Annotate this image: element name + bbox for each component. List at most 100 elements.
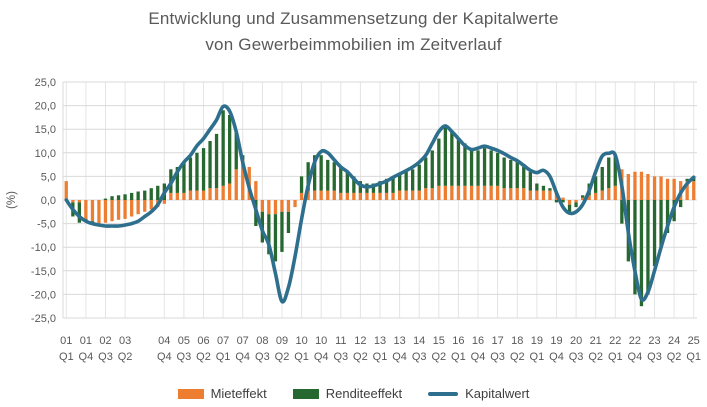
bar-renditeeffekt xyxy=(620,200,624,224)
bar-mieteffekt xyxy=(404,190,408,200)
x-tick-quarter-label: Q1 xyxy=(451,351,466,363)
x-tick-year-label: 04 xyxy=(158,335,170,347)
x-tick-year-label: 24 xyxy=(668,335,680,347)
bar-mieteffekt xyxy=(548,190,552,200)
bar-mieteffekt xyxy=(332,190,336,200)
y-tick-label: 5,0 xyxy=(41,171,56,183)
x-tick-quarter-label: Q2 xyxy=(118,351,133,363)
bar-mieteffekt xyxy=(280,200,284,212)
x-tick-quarter-label: Q3 xyxy=(98,351,113,363)
x-tick-year-label: 19 xyxy=(550,335,562,347)
bar-mieteffekt xyxy=(77,200,81,203)
bar-mieteffekt xyxy=(208,188,212,200)
bar-mieteffekt xyxy=(352,192,356,200)
bar-mieteffekt xyxy=(411,190,415,200)
x-tick-year-label: 10 xyxy=(295,335,307,347)
bar-renditeeffekt xyxy=(319,155,323,191)
bar-renditeeffekt xyxy=(143,190,147,200)
chart-title: Entwicklung und Zusammensetzung der Kapi… xyxy=(0,6,707,59)
bar-renditeeffekt xyxy=(201,148,206,191)
bar-mieteffekt xyxy=(417,190,421,200)
x-tick-year-label: 20 xyxy=(570,335,582,347)
bar-renditeeffekt xyxy=(175,167,179,193)
bar-mieteffekt xyxy=(587,195,591,200)
bar-mieteffekt xyxy=(581,197,585,200)
bar-renditeeffekt xyxy=(417,164,421,191)
legend-swatch-mieteffekt-icon xyxy=(177,388,204,399)
bar-mieteffekt xyxy=(182,192,186,200)
bar-mieteffekt xyxy=(214,188,219,200)
bar-mieteffekt xyxy=(639,171,644,200)
y-axis-title: (%) xyxy=(6,191,18,209)
chart-title-line2: von Gewerbeimmobilien im Zeitverlauf xyxy=(205,35,502,55)
x-tick-year-label: 16 xyxy=(472,335,484,347)
bar-mieteffekt xyxy=(496,185,500,200)
bar-renditeeffekt xyxy=(378,181,382,193)
x-tick-year-label: 22 xyxy=(609,335,621,347)
x-tick-quarter-label: Q3 xyxy=(333,351,348,363)
bar-mieteffekt xyxy=(84,200,88,219)
bar-mieteffekt xyxy=(594,192,598,200)
bar-mieteffekt xyxy=(443,185,447,200)
bar-mieteffekt xyxy=(456,185,461,200)
x-tick-year-label: 09 xyxy=(276,335,288,347)
bar-renditeeffekt xyxy=(574,202,578,208)
y-tick-label: -10,0 xyxy=(31,242,56,254)
x-tick-quarter-label: Q4 xyxy=(471,351,486,363)
y-tick-label: -15,0 xyxy=(31,266,56,278)
x-tick-quarter-label: Q1 xyxy=(608,351,623,363)
bar-mieteffekt xyxy=(143,200,147,212)
bar-renditeeffekt xyxy=(149,188,153,200)
bar-mieteffekt xyxy=(293,200,297,208)
bar-mieteffekt xyxy=(692,181,696,200)
bar-mieteffekt xyxy=(613,185,617,200)
x-tick-year-label: 05 xyxy=(178,335,190,347)
bar-mieteffekt xyxy=(535,190,539,200)
x-tick-quarter-label: Q3 xyxy=(569,351,584,363)
x-tick-year-label: 14 xyxy=(413,335,425,347)
bar-renditeeffekt xyxy=(77,202,81,223)
bar-renditeeffekt xyxy=(306,162,310,191)
bar-renditeeffekt xyxy=(476,150,480,186)
bar-mieteffekt xyxy=(424,188,428,200)
bar-renditeeffekt xyxy=(659,200,663,248)
bar-mieteffekt xyxy=(567,200,572,205)
bar-renditeeffekt xyxy=(482,148,487,186)
bar-renditeeffekt xyxy=(182,162,186,193)
bar-renditeeffekt xyxy=(228,115,232,184)
bar-mieteffekt xyxy=(64,181,68,200)
bar-renditeeffekt xyxy=(116,195,121,200)
bar-renditeeffekt xyxy=(469,148,474,186)
bar-renditeeffekt xyxy=(352,176,356,193)
bar-renditeeffekt xyxy=(326,159,330,191)
x-tick-quarter-label: Q1 xyxy=(59,351,74,363)
bar-renditeeffekt xyxy=(509,159,513,189)
x-tick-year-label: 06 xyxy=(197,335,209,347)
legend-label-renditeeffekt: Renditeeffekt xyxy=(325,386,403,401)
legend: Mieteffekt Renditeeffekt Kapitalwert xyxy=(0,386,707,401)
x-tick-quarter-label: Q2 xyxy=(588,351,603,363)
bar-renditeeffekt xyxy=(463,143,467,186)
bar-renditeeffekt xyxy=(313,155,317,191)
bar-renditeeffekt xyxy=(633,200,637,295)
bar-mieteffekt xyxy=(221,185,225,200)
bar-mieteffekt xyxy=(319,190,323,200)
bar-mieteffekt xyxy=(326,190,330,200)
bar-mieteffekt xyxy=(391,192,395,200)
bar-mieteffekt xyxy=(130,200,134,217)
bar-mieteffekt xyxy=(97,200,101,224)
bar-mieteffekt xyxy=(378,192,382,200)
x-tick-quarter-label: Q1 xyxy=(373,351,388,363)
bar-mieteffekt xyxy=(515,188,519,200)
x-tick-year-label: 10 xyxy=(315,335,327,347)
bar-mieteffekt xyxy=(299,192,304,200)
x-tick-quarter-label: Q2 xyxy=(431,351,446,363)
bar-mieteffekt xyxy=(482,185,487,200)
bar-renditeeffekt xyxy=(103,198,108,200)
bar-mieteffekt xyxy=(450,185,454,200)
bar-mieteffekt xyxy=(502,188,506,200)
bar-renditeeffekt xyxy=(156,185,160,200)
bar-renditeeffekt xyxy=(456,138,461,186)
bar-mieteffekt xyxy=(476,185,480,200)
x-tick-year-label: 08 xyxy=(256,335,268,347)
